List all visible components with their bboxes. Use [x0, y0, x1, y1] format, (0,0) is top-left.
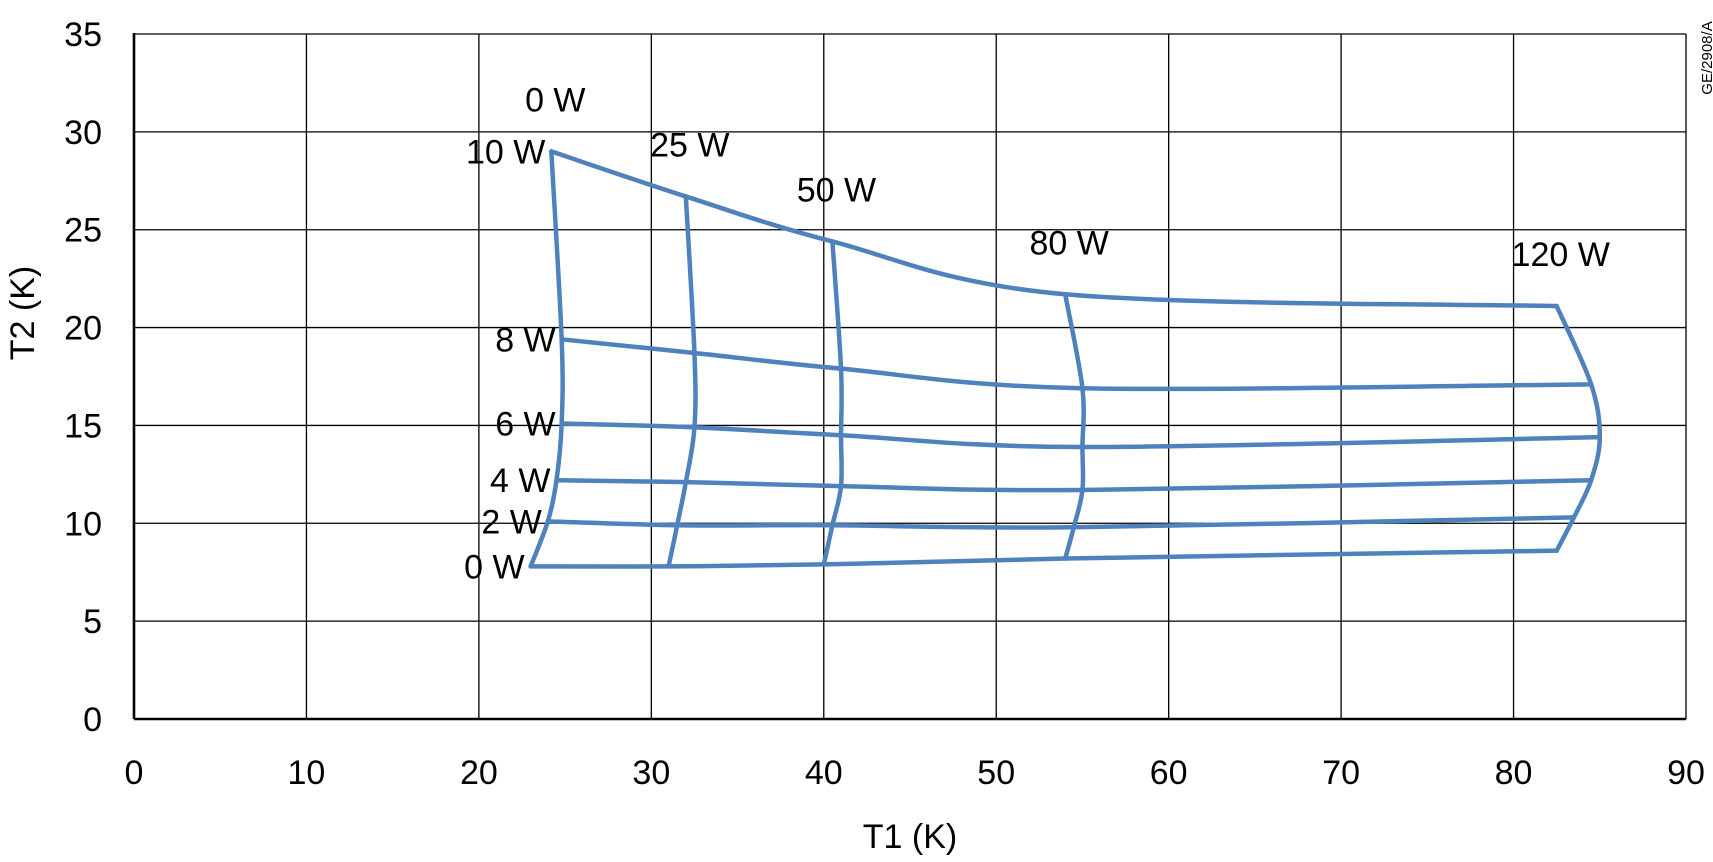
x-tick-label: 80 [1495, 754, 1533, 792]
x-tick-label: 0 [125, 754, 144, 792]
series-line-t1-120W [1554, 303, 1603, 553]
y-tick-label: 10 [64, 505, 102, 543]
curve-label-t2: 8 W [495, 321, 555, 359]
curve-labels: 0 W 2 W4 W 6 W 8 W 10 W 0 W 25 W 50 W 80 W 120 W [464, 81, 1610, 586]
y-tick-label: 35 [64, 16, 102, 54]
x-tick-label: 10 [288, 754, 326, 792]
series-line-t2-2W [545, 515, 1577, 530]
curve-label-t1: 50 W [797, 171, 876, 209]
x-axis-title: T1 (K) [863, 818, 957, 856]
y-tick-label: 0 [83, 701, 102, 739]
series-line-t1-50W [821, 239, 844, 567]
curve-label-t2: 4 W [490, 462, 550, 500]
series-line-t1-0W [528, 149, 565, 569]
x-tick-label: 60 [1150, 754, 1188, 792]
curve-label-t1: 0 W [525, 81, 585, 119]
curve-label-t2: 2 W [481, 503, 541, 541]
series-line-t2-0W [528, 548, 1559, 569]
y-tick-label: 5 [83, 603, 102, 641]
series [528, 149, 1603, 569]
curve-label-t1: 80 W [1030, 224, 1109, 262]
y-tick-label: 30 [64, 114, 102, 152]
series-line-t2-4W [554, 477, 1594, 493]
axes [132, 33, 1686, 721]
x-tick-label: 70 [1322, 754, 1360, 792]
series-line-t1-25W [666, 194, 698, 569]
series-line-t2-8W [559, 337, 1594, 392]
figure-code-note: GE/2908/A [1699, 21, 1713, 94]
curve-label-t1: 25 W [650, 126, 729, 164]
tick-labels: 0 10 20 30 40 50 60 70 80 90 0 5 10 15 20 25 30 35 [64, 16, 1705, 792]
x-tick-label: 50 [977, 754, 1015, 792]
y-tick-label: 25 [64, 212, 102, 250]
y-tick-label: 15 [64, 407, 102, 445]
curve-label-t2: 6 W [495, 405, 555, 443]
x-tick-label: 40 [805, 754, 843, 792]
x-tick-label: 90 [1667, 754, 1705, 792]
curve-label-t2: 10 W [466, 133, 545, 171]
curve-label-t2: 0 W [464, 548, 524, 586]
y-tick-label: 20 [64, 310, 102, 348]
curve-label-t1: 120 W [1512, 236, 1610, 274]
x-tick-label: 30 [632, 754, 670, 792]
series-line-t2-6W [559, 421, 1603, 450]
series-line-t1-80W [1062, 292, 1086, 561]
x-tick-label: 20 [460, 754, 498, 792]
y-axis-title: T2 (K) [4, 266, 42, 360]
series-line-t2-10W [549, 149, 1559, 309]
